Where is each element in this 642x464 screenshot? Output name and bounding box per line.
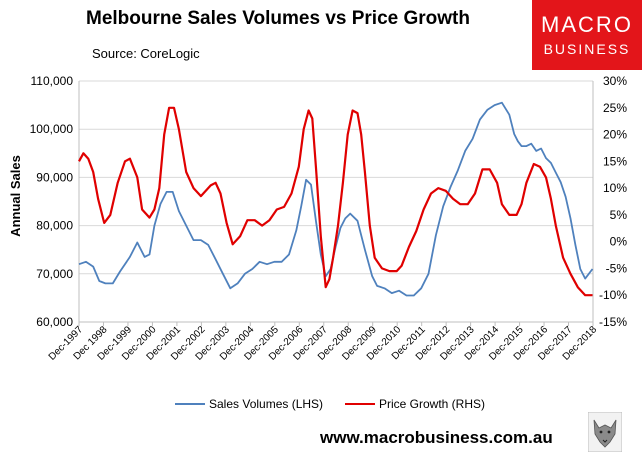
series-line-price-growth: [78, 106, 593, 297]
y-tick-label-right: -5%: [606, 261, 628, 275]
chart-source: Source: CoreLogic: [92, 46, 200, 61]
y-tick-label-left: 70,000: [36, 267, 73, 281]
wolf-logo-icon: [588, 412, 622, 452]
y-tick-label-right: 25%: [603, 101, 627, 115]
chart-title: Melbourne Sales Volumes vs Price Growth: [86, 8, 470, 29]
y-tick-label-left: 90,000: [36, 170, 73, 184]
logo-text-macro: MACRO: [541, 12, 633, 37]
y-tick-label-right: 10%: [603, 181, 627, 195]
website-url[interactable]: www.macrobusiness.com.au: [320, 428, 553, 447]
y-tick-label-left: 110,000: [31, 74, 74, 88]
y-tick-label-right: 0%: [610, 235, 628, 249]
y-tick-label-left: 60,000: [36, 315, 73, 329]
y-tick-label-left: 80,000: [36, 219, 73, 233]
logo-text-business: BUSINESS: [543, 41, 631, 57]
y-tick-label-left: 100,000: [30, 122, 74, 136]
y-tick-label-right: 15%: [603, 154, 627, 168]
y-axis-ticks-left: 60,000 70,000 80,000 90,000 100,000 110,000: [30, 74, 74, 329]
series-layer: [78, 101, 594, 297]
legend-label: Sales Volumes (LHS): [209, 397, 323, 411]
chart-axes: [78, 81, 594, 323]
legend-label: Price Growth (RHS): [379, 397, 485, 411]
y-axis-label-left: Annual Sales: [8, 155, 23, 237]
y-tick-label-right: 20%: [603, 128, 627, 142]
chart-legend: Sales Volumes (LHS) Price Growth (RHS): [175, 397, 485, 411]
macrobusiness-logo[interactable]: MACRO BUSINESS: [532, 0, 642, 70]
y-tick-label-right: 5%: [610, 208, 628, 222]
y-tick-label-right: -10%: [599, 288, 627, 302]
y-tick-label-right: -15%: [599, 315, 627, 329]
y-tick-label-right: 30%: [603, 74, 627, 88]
series-line-sales-volumes: [78, 101, 594, 297]
y-axis-ticks-right: -15% -10% -5% 0% 5% 10% 15% 20% 25% 30%: [599, 74, 627, 329]
